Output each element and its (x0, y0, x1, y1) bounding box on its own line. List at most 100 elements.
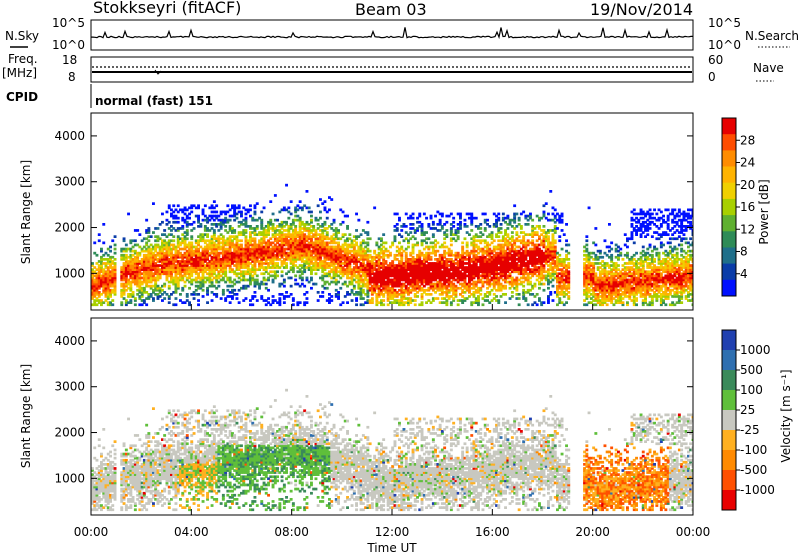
power-cell (125, 244, 128, 247)
power-cell (436, 242, 439, 245)
power-cell (450, 250, 453, 253)
power-cell (260, 211, 263, 214)
power-cell (543, 225, 546, 228)
power-cell (283, 285, 286, 288)
power-cell (493, 239, 496, 242)
power-cell (534, 283, 537, 286)
power-cell (464, 237, 467, 240)
power-cell (479, 223, 482, 226)
power-cell (290, 213, 293, 216)
power-cell (294, 225, 297, 228)
power-cell (414, 303, 417, 306)
power-cell (186, 237, 189, 240)
power-cell (531, 239, 534, 242)
power-cell (168, 285, 171, 288)
power-cell (254, 211, 257, 214)
power-cell (114, 258, 117, 261)
power-cell (543, 289, 546, 292)
power-cell (299, 301, 302, 304)
power-cell (299, 217, 302, 220)
power-cell (452, 217, 455, 220)
power-cell (102, 242, 105, 245)
power-cell (303, 285, 306, 288)
power-cell (281, 270, 284, 273)
power-cell (486, 219, 489, 222)
power-cell (427, 237, 430, 240)
power-cell (168, 301, 171, 304)
power-cell (355, 229, 358, 232)
power-cell (206, 233, 209, 236)
date-label: 19/Nov/2014 (590, 0, 693, 19)
power-cell (172, 239, 175, 242)
power-cell (547, 213, 550, 216)
power-cell (129, 299, 132, 302)
power-cell (136, 229, 139, 232)
power-cell (233, 229, 236, 232)
power-cell (366, 231, 369, 234)
power-cell (326, 287, 329, 290)
power-cell (163, 229, 166, 232)
power-cell (520, 225, 523, 228)
power-cell (172, 204, 175, 207)
power-cell (430, 215, 433, 218)
power-cell (152, 202, 155, 205)
power-cell (272, 213, 275, 216)
power-cell (425, 217, 428, 220)
power-cell (339, 287, 342, 290)
power-cell (224, 225, 227, 228)
power-cell (407, 246, 410, 249)
power-cell (504, 293, 507, 296)
power-cell (506, 227, 509, 230)
power-cell (549, 291, 552, 294)
power-cell (245, 229, 248, 232)
power-cell (362, 289, 365, 292)
power-cell (554, 209, 557, 212)
power-cell (500, 231, 503, 234)
power-cell (445, 229, 448, 232)
power-cell (157, 227, 160, 230)
power-cell (114, 252, 117, 255)
power-cell (292, 303, 295, 306)
power-cell (470, 229, 473, 232)
power-cell (111, 299, 114, 302)
power-cell (285, 291, 288, 294)
power-cell (328, 209, 331, 212)
power-cell (355, 297, 358, 300)
power-cell (554, 239, 557, 242)
power-cell (405, 213, 408, 216)
power-cell (229, 219, 232, 222)
power-cell (138, 233, 141, 236)
station-title: Stokkseyri (fitACF) (93, 0, 241, 17)
power-cell (337, 229, 340, 232)
power-cell (538, 225, 541, 228)
power-cell (416, 295, 419, 298)
power-cell (256, 202, 259, 205)
power-cell (260, 219, 263, 222)
power-cell (518, 297, 521, 300)
power-cell (269, 219, 272, 222)
power-cell (362, 297, 365, 300)
power-cell (436, 297, 439, 300)
power-cell (500, 227, 503, 230)
power-cell (287, 217, 290, 220)
cpid-text: normal (fast) 151 (95, 94, 213, 108)
power-cell (114, 262, 117, 265)
power-cell (432, 221, 435, 224)
power-cell (211, 299, 214, 302)
power-cell (163, 283, 166, 286)
power-cell (276, 219, 279, 222)
power-cell (188, 217, 191, 220)
power-cell (263, 207, 266, 210)
power-cell (366, 221, 369, 224)
power-cell (506, 233, 509, 236)
power-cell (175, 297, 178, 300)
power-cell (190, 242, 193, 245)
power-cell (346, 301, 349, 304)
power-cell (190, 235, 193, 238)
power-cell (134, 303, 137, 306)
power-cell (396, 227, 399, 230)
power-cell (545, 202, 548, 205)
power-cell (497, 299, 500, 302)
power-cell (215, 204, 218, 207)
